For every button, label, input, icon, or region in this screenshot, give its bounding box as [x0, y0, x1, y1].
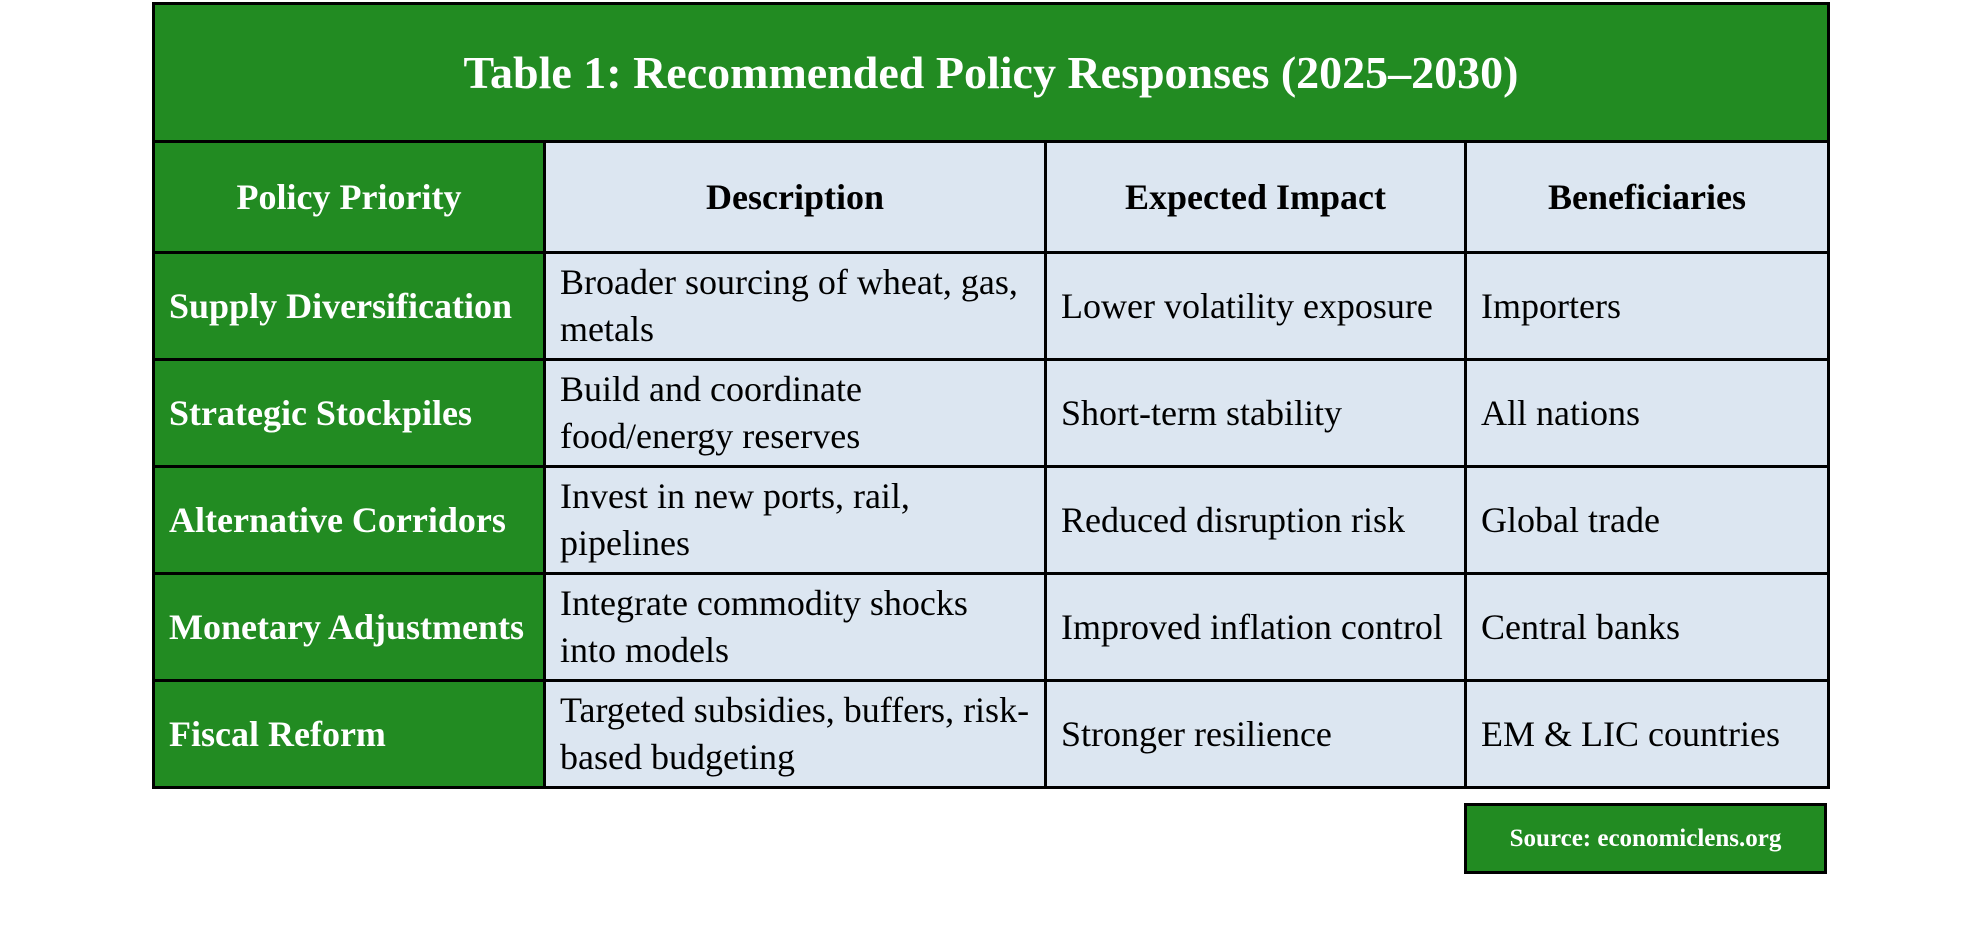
- table-row: Fiscal Reform Targeted subsidies, buffers…: [152, 679, 1831, 789]
- table-cell: Improved inflation control: [1044, 572, 1467, 682]
- table-title: Table 1: Recommended Policy Responses (2…: [151, 2, 1831, 143]
- table-cell: Invest in new ports, rail, pipelines: [543, 465, 1047, 575]
- table-cell: Fiscal Reform: [152, 679, 546, 789]
- header-row: Policy Priority Description Expected Impac…: [152, 140, 1831, 254]
- table-cell: Lower volatility exposure: [1044, 251, 1467, 361]
- table-cell: Stronger resilience: [1044, 679, 1467, 789]
- table-row: Alternative Corridors Invest in new ports…: [152, 465, 1831, 575]
- table-cell: Short-term stability: [1044, 358, 1467, 468]
- column-header: Description: [543, 140, 1047, 254]
- policy-table: Table 1: Recommended Policy Responses (2…: [151, 2, 1831, 789]
- table-row: Monetary Adjustments Integrate commodity …: [152, 572, 1831, 682]
- table-cell: Importers: [1463, 251, 1831, 361]
- table-cell: Build and coordinate food/energy reserve…: [543, 358, 1047, 468]
- source-note: Source: economiclens.org: [1464, 803, 1827, 874]
- table-cell: Supply Diversification: [152, 251, 546, 361]
- table-cell: Alternative Corridors: [152, 465, 546, 575]
- table-cell: Central banks: [1463, 572, 1831, 682]
- column-header: Policy Priority: [152, 140, 546, 254]
- table-cell: EM & LIC countries: [1463, 679, 1831, 789]
- table-cell: Global trade: [1463, 465, 1831, 575]
- table-cell: Reduced disruption risk: [1044, 465, 1467, 575]
- table-cell: Monetary Adjustments: [152, 572, 546, 682]
- table-row: Strategic Stockpiles Build and coordinate…: [152, 358, 1831, 468]
- table-cell: All nations: [1463, 358, 1831, 468]
- table-cell: Integrate commodity shocks into models: [543, 572, 1047, 682]
- table-cell: Strategic Stockpiles: [152, 358, 546, 468]
- table-cell: Broader sourcing of wheat, gas, metals: [543, 251, 1047, 361]
- column-header: Expected Impact: [1044, 140, 1467, 254]
- column-header: Beneficiaries: [1463, 140, 1831, 254]
- table-row: Supply Diversification Broader sourcing o…: [152, 251, 1831, 361]
- table-cell: Targeted subsidies, buffers, risk-based …: [543, 679, 1047, 789]
